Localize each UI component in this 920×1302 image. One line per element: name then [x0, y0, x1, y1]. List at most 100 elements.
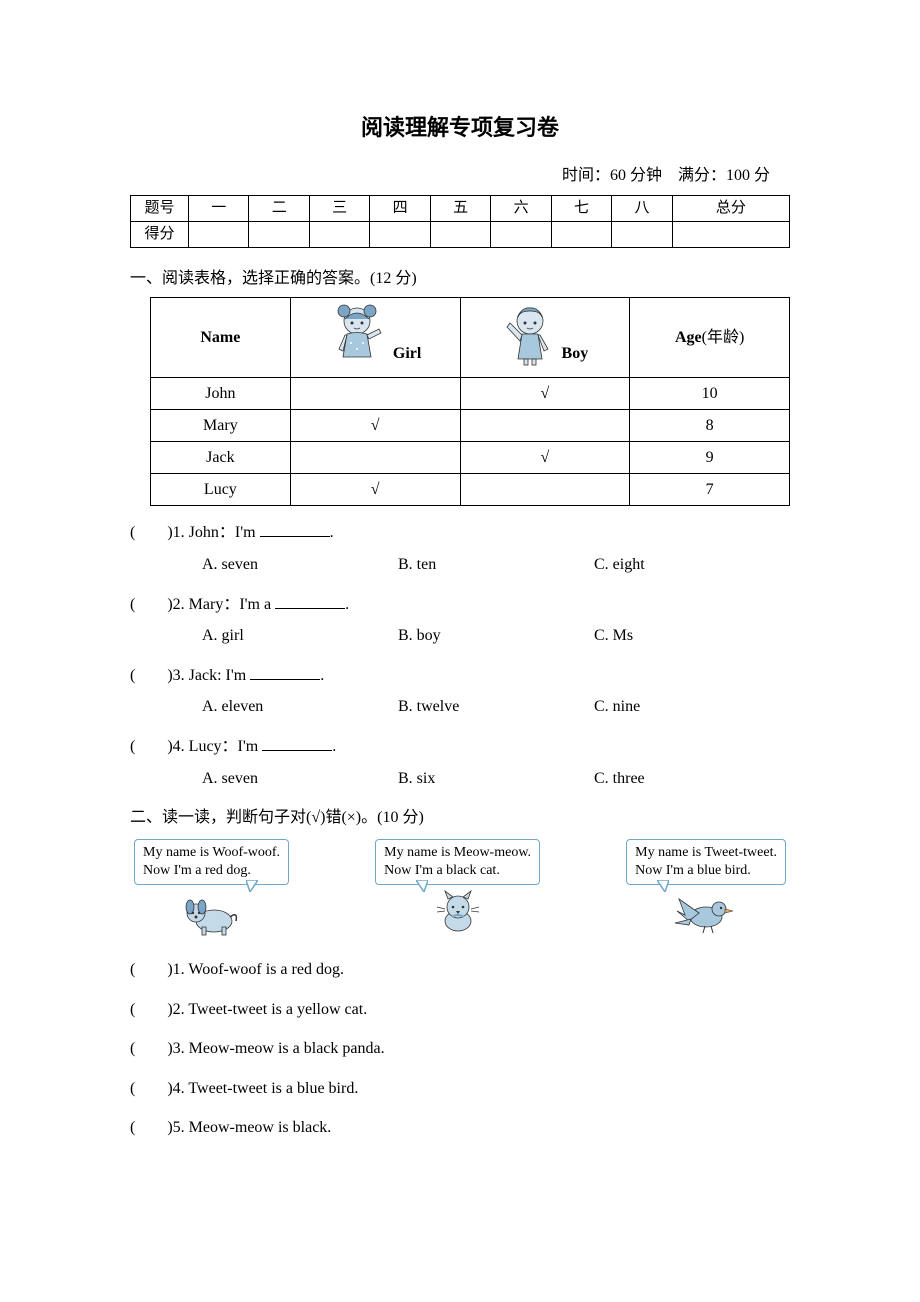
option: A. seven	[202, 766, 398, 792]
cell-name: Mary	[151, 410, 291, 442]
score-cell	[491, 221, 551, 247]
question-block: ( )1. John：I'm . A. sevenB. tenC. eight	[130, 520, 790, 577]
score-header-cell: 六	[491, 195, 551, 221]
table-row: Lucy √ 7	[151, 474, 790, 506]
option: A. eleven	[202, 694, 398, 720]
question-line: ( )2. Mary：I'm a .	[130, 592, 790, 618]
speech-bubble: My name is Tweet-tweet. Now I'm a blue b…	[626, 839, 786, 885]
score-table: 题号 一 二 三 四 五 六 七 八 总分 得分	[130, 195, 790, 248]
option: A. girl	[202, 623, 398, 649]
cell-girl: √	[290, 474, 460, 506]
question-block: ( )3. Jack: I'm . A. elevenB. twelveC. ni…	[130, 663, 790, 720]
bubble-line: Now I'm a blue bird.	[635, 862, 777, 880]
cell-boy	[460, 410, 630, 442]
tf-line: ( )4. Tweet-tweet is a blue bird.	[130, 1076, 790, 1102]
option: B. six	[398, 766, 594, 792]
option: B. twelve	[398, 694, 594, 720]
score-header-cell: 三	[309, 195, 369, 221]
score-header-cell: 四	[370, 195, 430, 221]
cell-name: John	[151, 378, 291, 410]
score-header-cell: 八	[612, 195, 672, 221]
bird-icon	[671, 889, 741, 935]
cell-age: 9	[630, 442, 790, 474]
question-line: ( )1. John：I'm .	[130, 520, 790, 546]
score-cell: 得分	[131, 221, 189, 247]
dog-icon	[180, 889, 244, 939]
score-cell	[249, 221, 309, 247]
bubble-group: My name is Meow-meow. Now I'm a black ca…	[375, 839, 540, 939]
cell-boy: √	[460, 378, 630, 410]
options-row: A. sevenB. tenC. eight	[202, 552, 790, 578]
option: C. three	[594, 766, 790, 792]
bubble-line: Now I'm a black cat.	[384, 862, 531, 880]
score-header-cell: 总分	[672, 195, 789, 221]
tf-line: ( )3. Meow-meow is a black panda.	[130, 1036, 790, 1062]
table-row: Name Girl	[151, 298, 790, 378]
score-cell	[189, 221, 249, 247]
score-header-cell: 五	[430, 195, 490, 221]
page-title: 阅读理解专项复习卷	[130, 110, 790, 145]
time-score: 时间：60 分钟 满分：100 分	[130, 163, 790, 189]
bubble-line: My name is Woof-woof.	[143, 844, 280, 862]
bubbles-row: My name is Woof-woof. Now I'm a red dog.…	[130, 839, 790, 939]
question-line: ( )4. Lucy：I'm .	[130, 734, 790, 760]
speech-bubble: My name is Woof-woof. Now I'm a red dog.	[134, 839, 289, 885]
name-table: Name Girl	[150, 297, 790, 506]
options-row: A. elevenB. twelveC. nine	[202, 694, 790, 720]
bubble-line: My name is Meow-meow.	[384, 844, 531, 862]
bubble-line: Now I'm a red dog.	[143, 862, 280, 880]
age-header: Age(年龄)	[630, 298, 790, 378]
girl-icon	[329, 301, 389, 367]
score-cell	[309, 221, 369, 247]
score-header-cell: 一	[189, 195, 249, 221]
option: C. Ms	[594, 623, 790, 649]
boy-label: Boy	[562, 341, 589, 367]
option: B. boy	[398, 623, 594, 649]
cell-boy	[460, 474, 630, 506]
score-cell	[430, 221, 490, 247]
question-block: ( )2. Mary：I'm a . A. girlB. boyC. Ms	[130, 592, 790, 649]
section-1-heading: 一、阅读表格，选择正确的答案。(12 分)	[130, 266, 790, 292]
tf-line: ( )1. Woof-woof is a red dog.	[130, 957, 790, 983]
question-block: ( )4. Lucy：I'm . A. sevenB. sixC. three	[130, 734, 790, 791]
bubble-group: My name is Tweet-tweet. Now I'm a blue b…	[626, 839, 786, 939]
cell-age: 7	[630, 474, 790, 506]
bubble-line: My name is Tweet-tweet.	[635, 844, 777, 862]
cell-age: 10	[630, 378, 790, 410]
speech-bubble: My name is Meow-meow. Now I'm a black ca…	[375, 839, 540, 885]
score-cell	[551, 221, 611, 247]
score-header-cell: 七	[551, 195, 611, 221]
option: C. eight	[594, 552, 790, 578]
table-row: 题号 一 二 三 四 五 六 七 八 总分	[131, 195, 790, 221]
bubble-group: My name is Woof-woof. Now I'm a red dog.	[134, 839, 289, 939]
cell-girl: √	[290, 410, 460, 442]
table-row: 得分	[131, 221, 790, 247]
girl-label: Girl	[393, 341, 421, 367]
score-header-cell: 题号	[131, 195, 189, 221]
option: A. seven	[202, 552, 398, 578]
option: B. ten	[398, 552, 594, 578]
cell-age: 8	[630, 410, 790, 442]
cat-icon	[433, 889, 483, 935]
girl-header: Girl	[290, 298, 460, 378]
cell-name: Lucy	[151, 474, 291, 506]
cell-name: Jack	[151, 442, 291, 474]
name-header: Name	[151, 298, 291, 378]
boy-icon	[502, 301, 558, 367]
score-cell	[370, 221, 430, 247]
options-row: A. girlB. boyC. Ms	[202, 623, 790, 649]
table-row: John √ 10	[151, 378, 790, 410]
boy-header: Boy	[460, 298, 630, 378]
score-header-cell: 二	[249, 195, 309, 221]
tf-line: ( )5. Meow-meow is black.	[130, 1115, 790, 1141]
option: C. nine	[594, 694, 790, 720]
cell-girl	[290, 442, 460, 474]
section-2-heading: 二、读一读，判断句子对(√)错(×)。(10 分)	[130, 805, 790, 831]
cell-girl	[290, 378, 460, 410]
question-line: ( )3. Jack: I'm .	[130, 663, 790, 689]
score-cell	[672, 221, 789, 247]
score-cell	[612, 221, 672, 247]
tf-line: ( )2. Tweet-tweet is a yellow cat.	[130, 997, 790, 1023]
table-row: Jack √ 9	[151, 442, 790, 474]
cell-boy: √	[460, 442, 630, 474]
